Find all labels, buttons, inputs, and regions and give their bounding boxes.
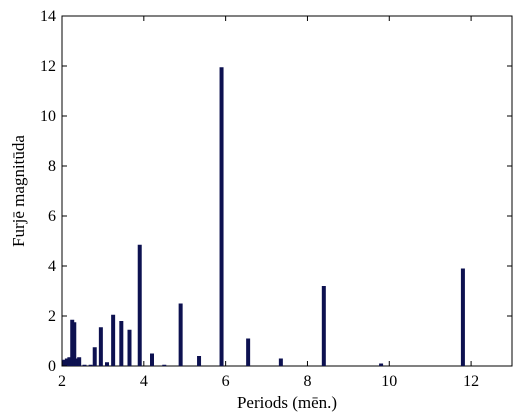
bar [111,314,116,366]
y-tick-label: 4 [48,258,56,275]
bar [460,268,465,366]
bar [67,357,72,366]
bar [321,286,326,366]
bar [379,363,384,366]
x-tick-label: 2 [58,373,66,390]
bar [137,244,142,366]
bar [82,364,87,366]
y-tick-label: 0 [48,358,56,375]
y-tick-label: 2 [48,308,56,325]
y-tick-label: 6 [48,208,56,225]
y-tick-label: 12 [40,58,56,75]
bar [105,362,109,366]
x-tick-label: 4 [140,373,148,390]
bar [246,338,251,366]
bars-group [62,67,465,366]
bar [219,67,224,366]
bar [178,303,183,366]
bar [72,322,77,366]
plot-area [61,15,513,367]
bar [278,358,283,366]
bar [88,364,93,366]
bar [77,357,82,366]
bar [127,329,132,366]
y-axis-label: Furjē magnitūda [9,135,28,247]
x-tick-label: 10 [381,373,397,390]
y-tick-label: 8 [48,158,56,175]
bar [150,353,154,366]
y-tick-label: 14 [40,8,56,25]
y-tick-label: 10 [40,108,56,125]
x-tick-label: 6 [222,373,230,390]
bar [62,359,67,366]
y-axis: 0 2 4 6 8 10 12 14 [40,8,512,375]
bar [162,364,167,366]
bar [70,319,75,366]
x-axis-label: Periods (mēn.) [237,393,337,412]
x-axis: 2 4 6 8 10 12 [58,16,479,390]
x-tick-label: 12 [463,373,479,390]
bar [74,358,79,366]
bar [64,358,69,366]
x-tick-label: 8 [303,373,311,390]
bar [119,321,124,366]
bar [92,347,97,366]
bar [197,356,202,366]
bar [98,327,103,366]
